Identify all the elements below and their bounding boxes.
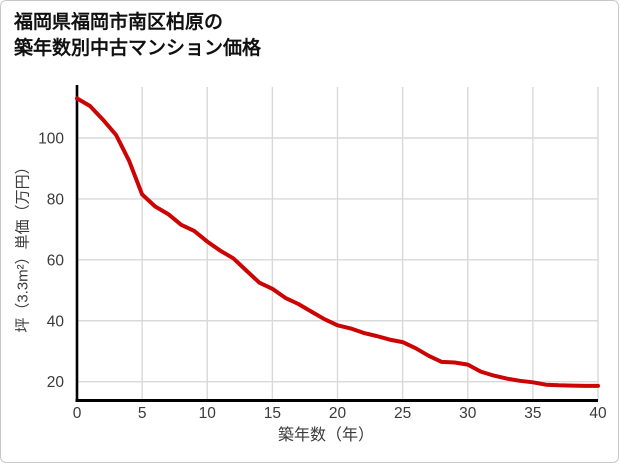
y-tick-label: 80 <box>47 191 65 208</box>
x-tick-label: 20 <box>329 405 347 422</box>
x-tick-label: 5 <box>138 405 147 422</box>
x-tick-label: 15 <box>264 405 281 422</box>
chart-title: 福岡県福岡市南区柏原の 築年数別中古マンション価格 <box>14 10 261 62</box>
y-tick-label: 40 <box>47 313 65 330</box>
y-tick-label: 20 <box>47 374 65 391</box>
price-line-series <box>75 96 600 388</box>
y-tick-label: 60 <box>47 252 65 269</box>
x-tick-label: 0 <box>73 405 82 422</box>
y-axis-title: 坪（3.3m²）単価（万円） <box>14 159 32 333</box>
x-axis-title: 築年数（年） <box>277 427 375 444</box>
chart-title-line2: 築年数別中古マンション価格 <box>14 38 262 59</box>
x-tick-label: 35 <box>524 405 541 422</box>
x-tick-label: 40 <box>589 405 607 422</box>
y-tick-label: 100 <box>38 131 64 148</box>
x-tick-label: 10 <box>199 405 217 422</box>
x-tick-label: 30 <box>459 405 477 422</box>
x-tick-label: 25 <box>394 405 411 422</box>
chart-title-line1: 福岡県福岡市南区柏原の <box>14 12 224 33</box>
